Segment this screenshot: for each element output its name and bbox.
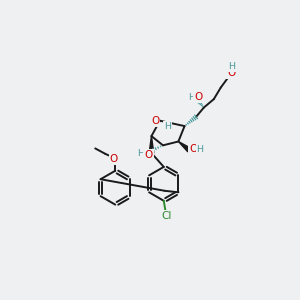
Text: Cl: Cl (161, 211, 171, 221)
Text: H: H (228, 62, 235, 71)
Polygon shape (178, 142, 190, 152)
Text: O: O (189, 144, 197, 154)
Text: H: H (164, 122, 171, 130)
Text: H: H (188, 93, 195, 102)
Text: O: O (227, 68, 236, 78)
Text: O: O (194, 92, 202, 102)
Polygon shape (149, 136, 154, 153)
Text: H: H (137, 148, 144, 158)
Text: O: O (110, 154, 118, 164)
Text: O: O (144, 150, 152, 160)
Text: O: O (151, 116, 159, 126)
Text: H: H (196, 145, 203, 154)
